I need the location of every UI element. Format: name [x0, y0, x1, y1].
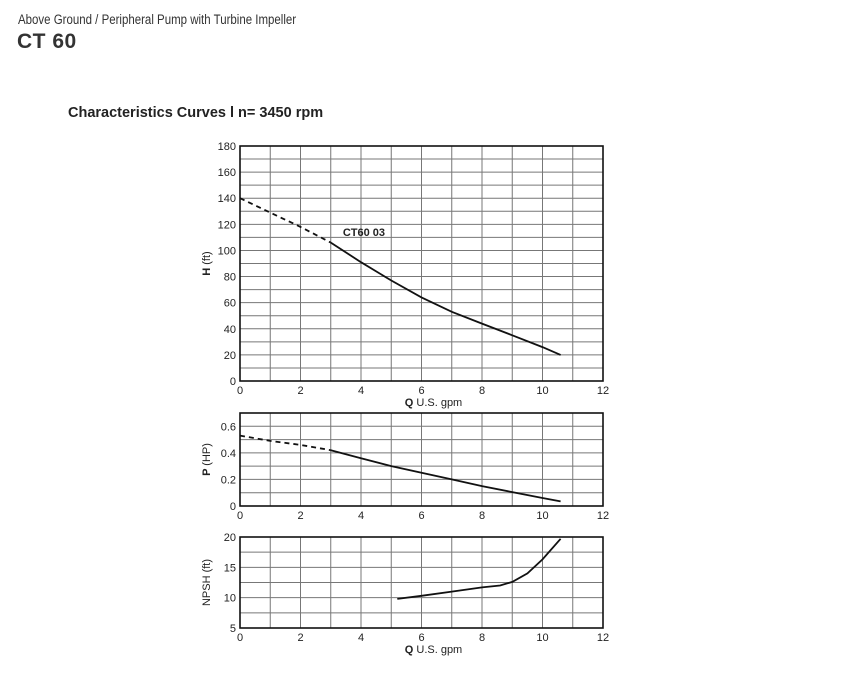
y-tick-label: 20	[224, 532, 236, 544]
x-tick-label: 6	[418, 385, 424, 397]
curve-dashed	[239, 197, 332, 244]
y-tick-label: 120	[218, 219, 236, 231]
x-tick-label: 8	[479, 632, 485, 644]
page-title: CT 60	[17, 30, 77, 53]
curve-dashed	[239, 434, 331, 452]
x-axis-symbol: Q	[405, 644, 417, 656]
y-tick-label: 180	[218, 141, 236, 153]
y-tick-label: 160	[218, 167, 236, 179]
y-tick-label: 15	[224, 562, 236, 574]
x-tick-label: 10	[536, 385, 548, 397]
y-tick-label: 20	[224, 350, 236, 362]
x-tick-label: 2	[297, 632, 303, 644]
x-tick-label: 8	[479, 385, 485, 397]
curve-solid	[330, 241, 561, 356]
x-axis-label: Q U.S. gpm	[405, 644, 462, 656]
plot-frame	[239, 536, 604, 629]
y-axis-symbol: H	[201, 265, 213, 276]
chart-2: 0 2 4 6 8 10 12 0 0.2 0.4 0.6 P (HP)	[201, 412, 609, 522]
chart-3: 0 2 4 6 8 10 12 5 10 15 20 NPSH (ft) Q U.S. gpm	[201, 532, 609, 656]
x-tick-label: 4	[358, 632, 364, 644]
y-tick-label: 40	[224, 324, 236, 336]
y-tick-label: 60	[224, 298, 236, 310]
y-tick-label: 80	[224, 272, 236, 284]
y-tick-label: 0.6	[221, 421, 236, 433]
x-tick-label: 12	[597, 385, 609, 397]
y-tick-label: 100	[218, 245, 236, 257]
y-axis-unit: NPSH (ft)	[201, 559, 213, 606]
x-tick-label: 12	[597, 632, 609, 644]
x-tick-label: 4	[358, 385, 364, 397]
y-tick-label: 0	[230, 501, 236, 513]
plot-frame	[239, 145, 604, 382]
y-axis-label: P (HP)	[201, 443, 213, 476]
y-tick-label: 140	[218, 193, 236, 205]
x-tick-label: 12	[597, 510, 609, 522]
y-tick-label: 0.2	[221, 474, 236, 486]
curve-solid	[397, 538, 562, 600]
x-axis-label: Q U.S. gpm	[405, 397, 462, 409]
section-title: Characteristics Curves l n= 3450 rpm	[68, 105, 324, 121]
y-tick-label: 10	[224, 593, 236, 605]
x-tick-label: 4	[358, 510, 364, 522]
y-axis-unit: (HP)	[201, 443, 213, 466]
x-axis-symbol: Q	[405, 397, 417, 409]
x-tick-label: 8	[479, 510, 485, 522]
x-tick-label: 0	[237, 385, 243, 397]
x-tick-label: 10	[536, 510, 548, 522]
x-tick-label: 0	[237, 510, 243, 522]
x-tick-label: 2	[297, 385, 303, 397]
plot-frame	[239, 412, 604, 507]
y-tick-label: 0	[230, 376, 236, 388]
x-tick-label: 6	[418, 632, 424, 644]
y-tick-label: 5	[230, 623, 236, 635]
x-tick-label: 0	[237, 632, 243, 644]
curve-label: CT60 03	[343, 227, 385, 239]
y-axis-label: H (ft)	[201, 251, 213, 275]
y-axis-unit: (ft)	[201, 251, 213, 264]
x-axis-unit: U.S. gpm	[416, 397, 462, 409]
curve-solid	[330, 449, 561, 503]
x-tick-label: 6	[418, 510, 424, 522]
x-tick-label: 2	[297, 510, 303, 522]
y-tick-label: 0.4	[221, 448, 236, 460]
x-axis-unit: U.S. gpm	[416, 644, 462, 656]
x-tick-label: 10	[536, 632, 548, 644]
page-subtitle: Above Ground / Peripheral Pump with Turb…	[18, 12, 297, 27]
y-axis-symbol: P	[201, 466, 213, 476]
y-axis-label: NPSH (ft)	[201, 559, 213, 606]
